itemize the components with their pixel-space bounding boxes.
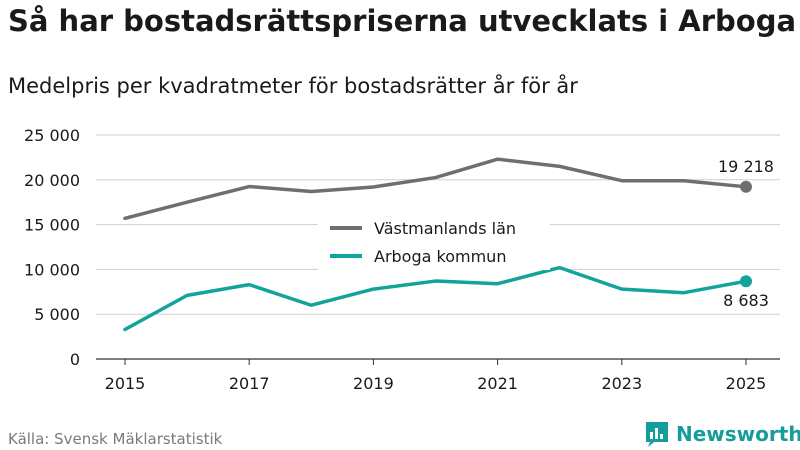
y-tick-label: 15 000 [24, 216, 80, 235]
chart-subtitle: Medelpris per kvadratmeter för bostadsrä… [8, 74, 578, 98]
chart-title: Så har bostadsrättspriserna utvecklats i… [8, 4, 797, 38]
y-tick-label: 20 000 [24, 171, 80, 190]
end-value-label: 19 218 [718, 157, 774, 176]
x-tick-label: 2015 [105, 374, 146, 393]
y-tick-label: 10 000 [24, 260, 80, 279]
series-lines [123, 157, 752, 332]
series-end-marker [740, 180, 752, 193]
y-tick-label: 25 000 [24, 126, 80, 145]
series-line [123, 157, 748, 221]
legend-label: Arboga kommun [374, 247, 506, 266]
x-tick-label: 2017 [229, 374, 270, 393]
y-axis-ticks: 0 5 000 10 000 15 000 20 000 25 000 [24, 126, 80, 369]
end-labels: 19 218 8 683 [718, 157, 774, 310]
series-end-marker [740, 275, 752, 288]
x-tick-label: 2019 [353, 374, 394, 393]
brand-name: Newsworthy [676, 422, 800, 446]
legend-label: Västmanlands län [374, 219, 516, 238]
y-tick-label: 5 000 [34, 305, 80, 324]
series-line [123, 265, 748, 332]
legend: Västmanlands län Arboga kommun [318, 212, 550, 270]
x-axis-ticks: 2015 2017 2019 2021 2023 2025 [105, 359, 767, 393]
x-tick-label: 2025 [726, 374, 767, 393]
y-tick-label: 0 [70, 350, 80, 369]
source-note: Källa: Svensk Mäklarstatistik [8, 430, 223, 448]
legend-background [318, 212, 550, 270]
brand-logo: Newsworthy [644, 420, 800, 448]
end-value-label: 8 683 [723, 291, 769, 310]
bar-chart-logo-icon [646, 422, 668, 447]
x-tick-label: 2021 [477, 374, 518, 393]
x-tick-label: 2023 [601, 374, 642, 393]
